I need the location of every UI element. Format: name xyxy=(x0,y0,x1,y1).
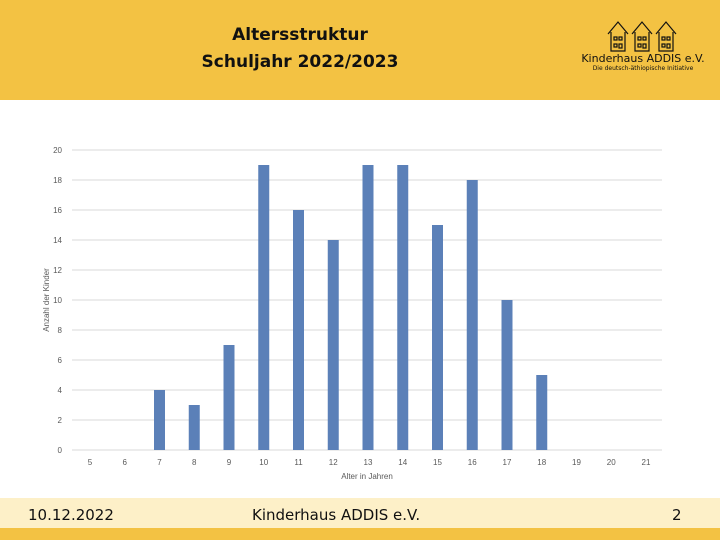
bar xyxy=(432,225,443,450)
bar xyxy=(293,210,304,450)
y-axis-label: Anzahl der Kinder xyxy=(42,268,51,332)
title-line-2: Schuljahr 2022/2023 xyxy=(201,52,399,72)
y-tick-label: 4 xyxy=(58,386,63,395)
footer-band xyxy=(0,498,720,528)
bar xyxy=(536,375,548,450)
footer-text: Kinderhaus ADDIS e.V. xyxy=(252,506,421,524)
x-axis-label: Alter in Jahren xyxy=(341,472,393,481)
footer-date: 10.12.2022 xyxy=(28,506,114,524)
x-tick-label: 20 xyxy=(607,458,616,467)
x-tick-label: 13 xyxy=(364,458,373,467)
y-tick-label: 2 xyxy=(58,416,63,425)
y-tick-label: 10 xyxy=(53,296,62,305)
y-tick-label: 0 xyxy=(58,446,63,455)
x-tick-label: 17 xyxy=(503,458,512,467)
logo-tagline: Die deutsch-äthiopische Initiative xyxy=(592,65,694,72)
x-tick-label: 5 xyxy=(88,458,93,467)
bar xyxy=(258,165,270,450)
y-tick-label: 18 xyxy=(53,176,62,185)
x-tick-label: 15 xyxy=(433,458,442,467)
bar xyxy=(188,405,200,450)
bar xyxy=(327,240,339,450)
x-tick-label: 6 xyxy=(123,458,128,467)
x-tick-label: 10 xyxy=(259,458,268,467)
y-tick-label: 8 xyxy=(58,326,63,335)
x-tick-label: 21 xyxy=(642,458,651,467)
title-line-1: Altersstruktur xyxy=(232,25,368,45)
x-tick-label: 14 xyxy=(398,458,407,467)
bar xyxy=(223,345,235,450)
footer-bar xyxy=(0,528,720,540)
logo-name: Kinderhaus ADDIS e.V. xyxy=(581,52,705,65)
page-number: 2 xyxy=(672,506,682,524)
y-tick-label: 16 xyxy=(53,206,62,215)
bar-chart: 0 2 4 6 8 10 12 14 16 18 20 5 6 7 8 9 10 11 12 13 14 15 16 17 18… xyxy=(42,146,662,481)
bar xyxy=(466,180,478,450)
x-tick-label: 11 xyxy=(294,458,303,467)
bar xyxy=(362,165,374,450)
x-tick-label: 8 xyxy=(192,458,197,467)
x-tick-label: 19 xyxy=(572,458,581,467)
y-tick-label: 12 xyxy=(53,266,62,275)
y-tick-label: 14 xyxy=(53,236,62,245)
bar xyxy=(501,300,513,450)
x-tick-label: 7 xyxy=(157,458,162,467)
header-band xyxy=(0,0,720,100)
x-tick-label: 18 xyxy=(537,458,546,467)
logo: Kinderhaus ADDIS e.V. Die deutsch-äthiop… xyxy=(578,20,708,80)
bar xyxy=(154,390,165,450)
y-tick-label: 20 xyxy=(53,146,62,155)
x-tick-label: 12 xyxy=(329,458,338,467)
slide-title: Altersstruktur Schuljahr 2022/2023 xyxy=(150,22,450,76)
houses-icon xyxy=(607,21,677,52)
y-tick-label: 6 xyxy=(58,356,63,365)
bar xyxy=(397,165,409,450)
x-tick-label: 16 xyxy=(468,458,477,467)
x-tick-label: 9 xyxy=(227,458,232,467)
